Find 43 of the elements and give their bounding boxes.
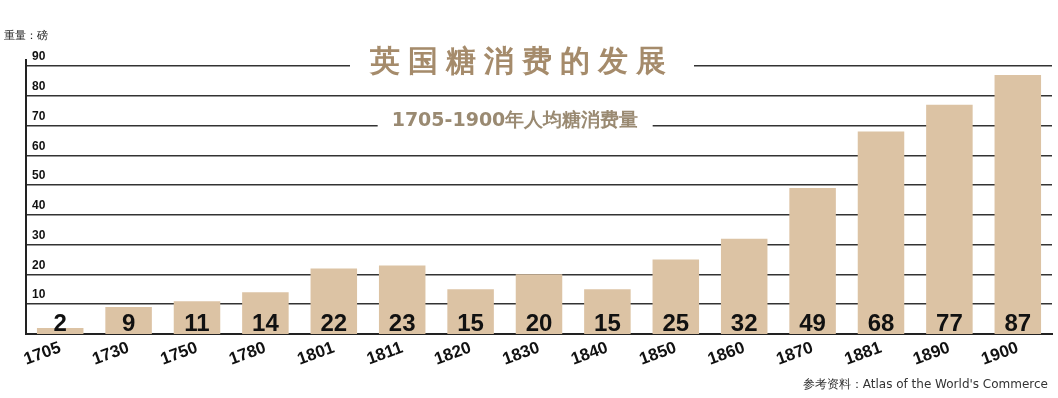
x-tick-label: 1750: [157, 337, 200, 369]
x-tick-label: 1780: [226, 337, 269, 369]
data-label: 2: [53, 308, 67, 336]
x-tick-label: 1801: [294, 337, 337, 369]
x-tick-label: 1840: [568, 337, 611, 369]
y-tick-label: 80: [32, 79, 46, 94]
data-label: 15: [594, 308, 621, 336]
x-tick-label: 1881: [841, 337, 884, 369]
text: 1705-1900年人均糖消费量: [377, 106, 653, 132]
y-tick-label: 40: [32, 198, 46, 213]
y-tick-label: 90: [32, 49, 46, 64]
x-tick-label: 1811: [364, 337, 406, 369]
x-tick-label: 1830: [499, 337, 542, 369]
y-tick-label: 50: [32, 168, 46, 183]
x-tick-label: 1900: [978, 337, 1021, 369]
x-tick-label: 1870: [773, 337, 816, 369]
y-tick-label: 30: [32, 227, 46, 242]
data-label: 14: [252, 308, 280, 336]
data-label: 49: [799, 308, 826, 336]
data-label: 25: [662, 308, 690, 336]
x-tick-label: 1890: [910, 337, 953, 369]
data-label: 11: [184, 308, 210, 336]
x-tick-label: 1850: [636, 337, 679, 369]
data-label: 23: [388, 308, 416, 336]
data-label: 87: [1004, 308, 1032, 336]
data-label: 22: [320, 308, 348, 336]
x-tick-label: 1730: [89, 337, 132, 369]
data-label: 68: [867, 308, 895, 336]
y-axis-title: 重量：磅: [4, 28, 48, 43]
x-tick-label: 1705: [21, 337, 64, 369]
x-tick-label: 1860: [705, 337, 748, 369]
data-label: 15: [457, 308, 484, 336]
data-label: 20: [525, 308, 553, 336]
y-tick-label: 10: [32, 287, 46, 302]
y-tick-label: 60: [32, 138, 46, 153]
data-label: 32: [730, 308, 758, 336]
data-label: 77: [936, 308, 963, 336]
y-tick-label: 20: [32, 257, 46, 272]
x-tick-label: 1820: [431, 337, 474, 369]
text: 参考资料：Atlas of the World's Commerce: [802, 376, 1048, 393]
chart-title: 英国糖消费的发展: [350, 42, 694, 80]
data-label: 9: [121, 308, 136, 336]
y-tick-label: 70: [32, 108, 46, 123]
